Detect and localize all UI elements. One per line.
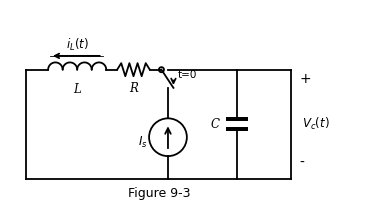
Text: +: + [299, 71, 311, 85]
Text: t=0: t=0 [178, 70, 197, 80]
Text: L: L [73, 84, 81, 96]
Text: $i_L(t)$: $i_L(t)$ [66, 37, 89, 53]
Text: Figure 9-3: Figure 9-3 [128, 187, 190, 200]
Text: $V_c(t)$: $V_c(t)$ [301, 116, 329, 132]
Text: C: C [211, 118, 220, 131]
Text: $I_s$: $I_s$ [138, 135, 147, 150]
Text: R: R [129, 82, 138, 95]
Text: -: - [299, 156, 304, 170]
